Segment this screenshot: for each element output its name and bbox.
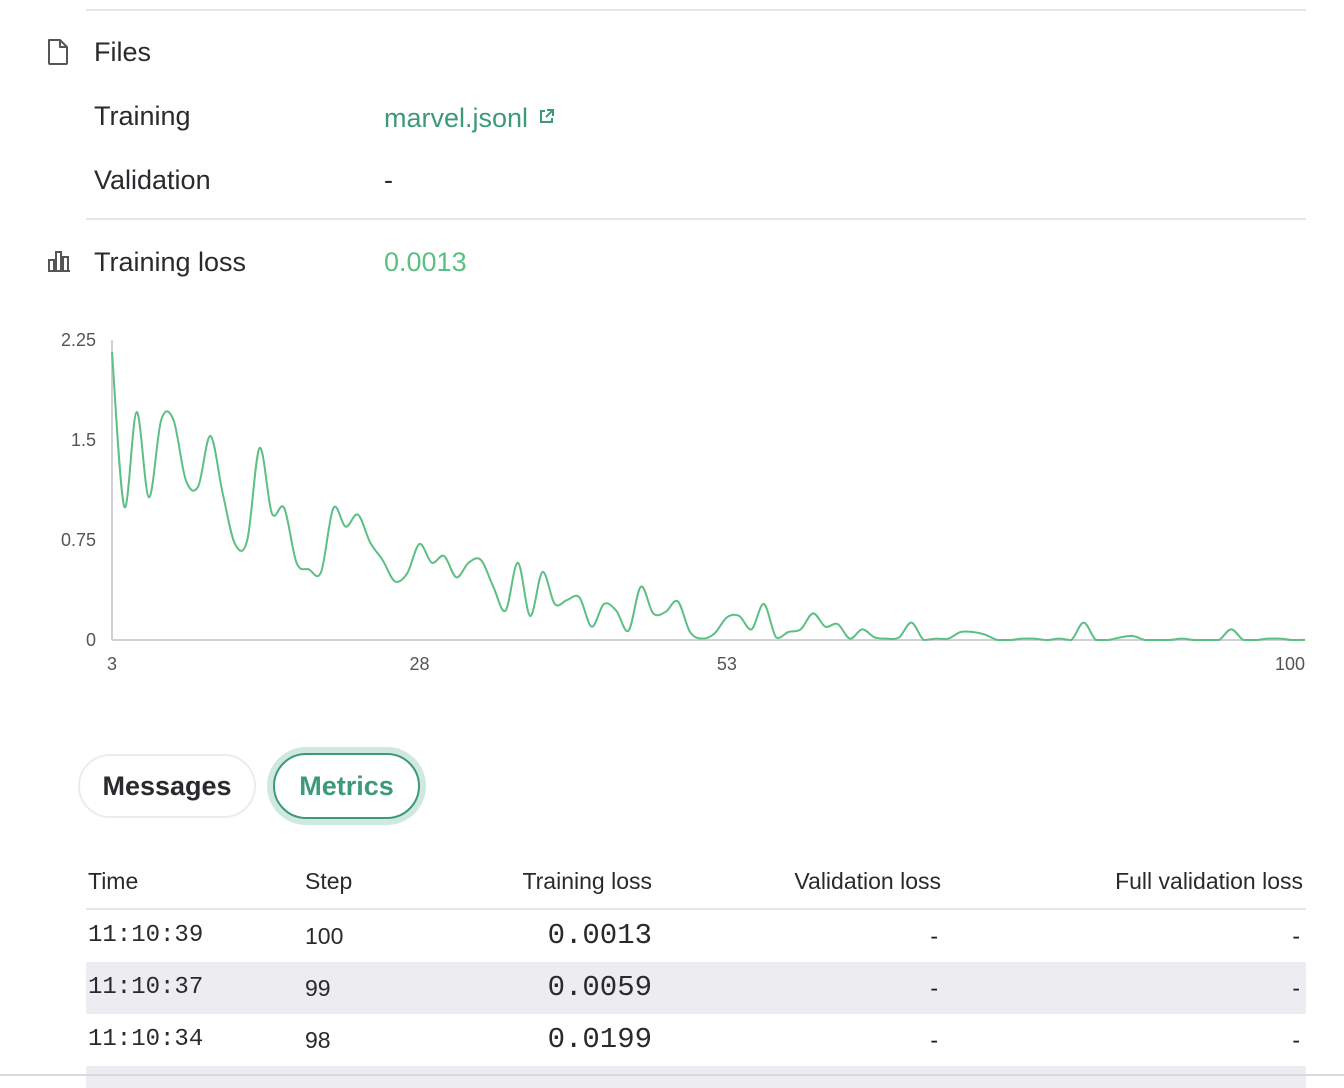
- cell-full-validation-loss: -: [1292, 923, 1300, 949]
- cell-validation-loss: -: [930, 975, 938, 1001]
- training-loss-chart: 2.25 1.5 0.75 03 28 53 100: [61, 330, 1306, 674]
- loss-series-line: [111, 351, 1306, 642]
- y-tick-label: 0.75: [61, 530, 96, 550]
- x-tick-label: 28: [409, 654, 429, 674]
- table-row: 11:10:34 98 0.0199 - -: [86, 1014, 1306, 1066]
- table-header-divider: [86, 908, 1306, 910]
- cell-step: 100: [305, 923, 344, 949]
- tab-messages[interactable]: Messages: [78, 754, 256, 818]
- cell-step: 99: [305, 975, 331, 1001]
- table-row: 11:10:37 99 0.0059 - -: [86, 962, 1306, 1014]
- bar-chart-icon: [46, 249, 72, 278]
- table-row-partial: [86, 1066, 1306, 1088]
- column-header-training-loss: Training loss: [522, 868, 652, 894]
- cell-validation-loss: -: [930, 1027, 938, 1053]
- tab-metrics[interactable]: Metrics: [273, 753, 420, 819]
- files-title: Files: [94, 37, 152, 67]
- external-link-icon[interactable]: [538, 101, 555, 132]
- cell-time: 11:10:39: [88, 922, 204, 949]
- validation-file-label: Validation: [94, 165, 211, 195]
- x-tick-label: 100: [1275, 654, 1305, 674]
- training-file-link[interactable]: marvel.jsonl: [384, 101, 555, 134]
- cell-time: 11:10:34: [88, 1026, 204, 1053]
- cell-time: 11:10:37: [88, 974, 204, 1001]
- y-tick-label: 1.5: [71, 430, 96, 450]
- column-header-full-validation-loss: Full validation loss: [1115, 868, 1303, 894]
- training-loss-value: 0.0013: [384, 247, 467, 277]
- cell-full-validation-loss: -: [1292, 975, 1300, 1001]
- page-bottom-border: [0, 1074, 1344, 1076]
- column-header-validation-loss: Validation loss: [794, 868, 941, 894]
- column-header-step: Step: [305, 868, 353, 894]
- cell-full-validation-loss: -: [1292, 1027, 1300, 1053]
- training-file-name[interactable]: marvel.jsonl: [384, 103, 529, 133]
- cell-step: 98: [305, 1027, 331, 1053]
- top-divider: [86, 9, 1306, 11]
- cell-training-loss: 0.0199: [547, 1023, 652, 1056]
- training-loss-label: Training loss: [94, 247, 247, 277]
- cell-training-loss: 0.0059: [547, 971, 652, 1004]
- x-tick-label: 3: [107, 654, 117, 674]
- validation-file-value: -: [384, 165, 393, 195]
- y-tick-label: 0: [86, 630, 96, 650]
- y-tick-label: 2.25: [61, 330, 96, 350]
- x-tick-label: 53: [717, 654, 737, 674]
- cell-training-loss: 0.0013: [547, 919, 652, 952]
- section-divider: [86, 218, 1306, 220]
- table-row: 11:10:39 100 0.0013 - -: [86, 910, 1306, 962]
- column-header-time: Time: [88, 868, 139, 894]
- file-icon: [46, 38, 70, 71]
- training-file-label: Training: [94, 101, 191, 131]
- cell-validation-loss: -: [930, 923, 938, 949]
